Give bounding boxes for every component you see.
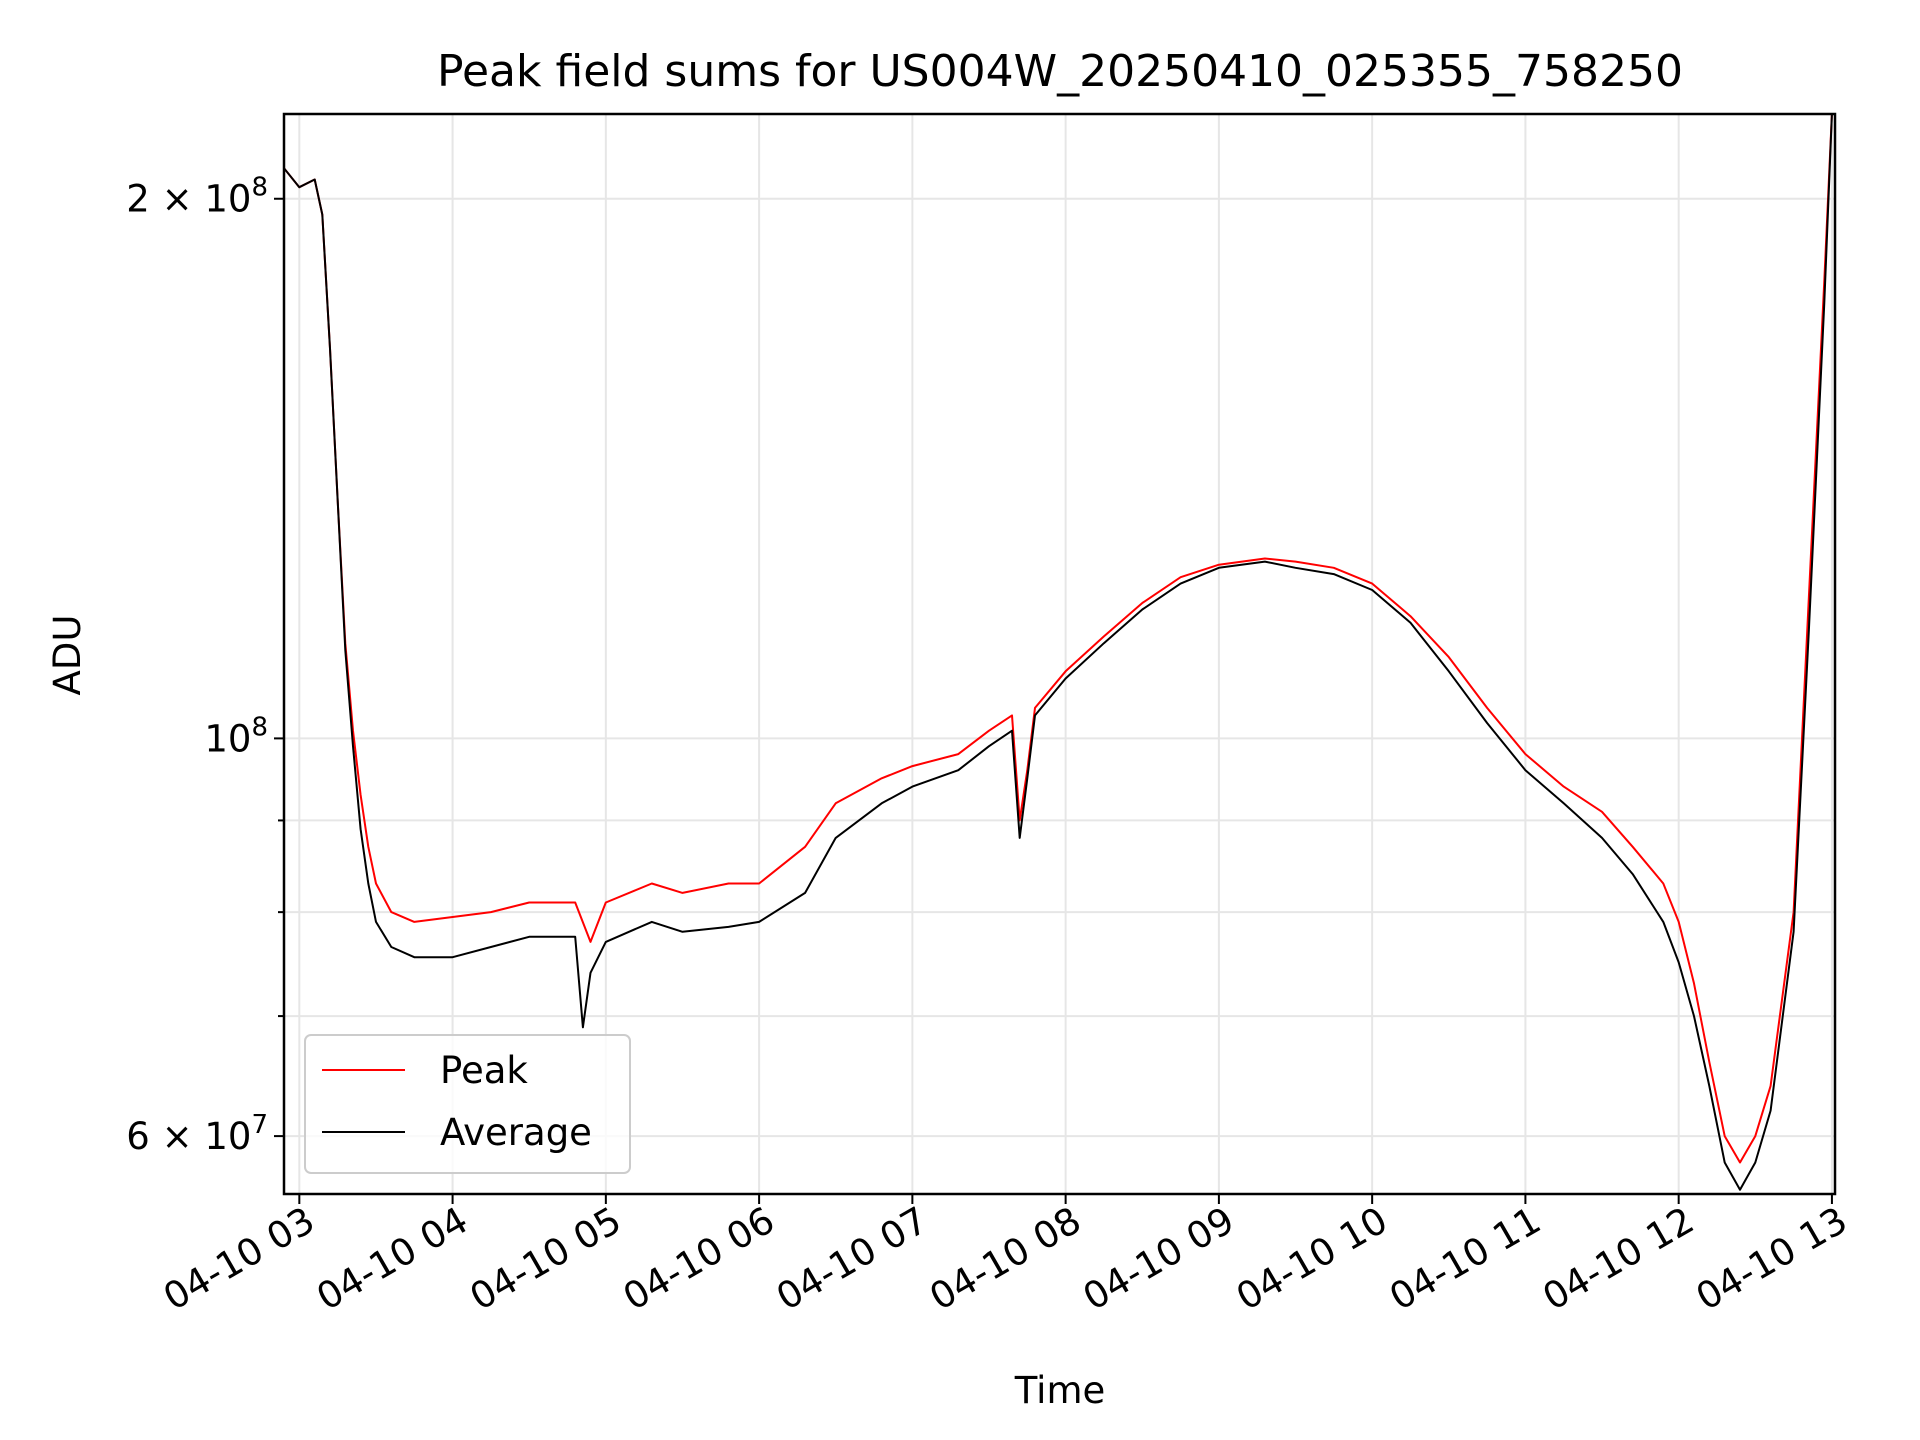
y-tick-label: 2 × 108 — [126, 173, 268, 221]
y-tick-label-exponent: 8 — [251, 712, 268, 742]
grid — [284, 114, 1835, 1194]
y-tick-label: 108 — [204, 712, 268, 760]
y-tick-label-base: 2 × 10 — [126, 178, 251, 221]
y-tick-label: 6 × 107 — [126, 1110, 268, 1158]
legend-label-average: Average — [440, 1111, 592, 1154]
series-layer — [284, 114, 1833, 1191]
legend-label-peak: Peak — [440, 1049, 528, 1092]
series-line-average — [284, 114, 1833, 1191]
y-tick-label-exponent: 7 — [251, 1110, 268, 1140]
y-axis-label: ADU — [46, 615, 89, 696]
y-tick-label-base: 6 × 10 — [126, 1115, 251, 1158]
y-tick-label-exponent: 8 — [251, 173, 268, 203]
x-axis-label: Time — [1014, 1369, 1106, 1412]
plot-frame — [282, 112, 1837, 1196]
series-line-peak — [284, 114, 1833, 1164]
legend: Peak Average — [304, 1034, 631, 1174]
chart-title: Peak field sums for US004W_20250410_0253… — [437, 46, 1683, 97]
y-tick-label-base: 10 — [204, 717, 251, 760]
